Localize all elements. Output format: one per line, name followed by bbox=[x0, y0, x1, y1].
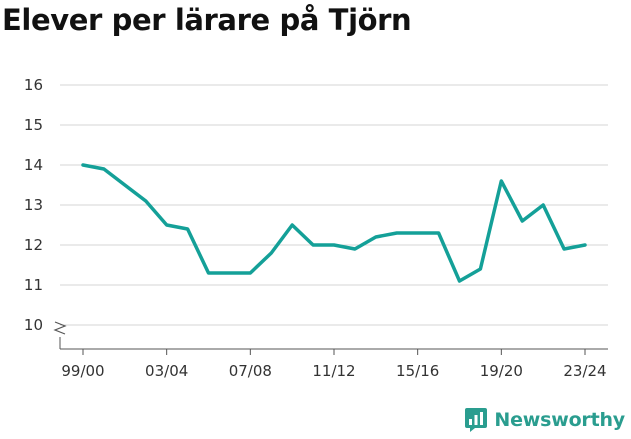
series-line-0 bbox=[81, 163, 587, 283]
y-tick-label: 10 bbox=[24, 316, 43, 334]
x-tick-label: 99/00 bbox=[61, 362, 104, 380]
axis-break-icon bbox=[53, 321, 67, 335]
x-tick-label: 11/12 bbox=[312, 362, 355, 380]
y-tick-label: 15 bbox=[24, 116, 43, 134]
x-tick-label: 07/08 bbox=[229, 362, 272, 380]
y-tick-label: 11 bbox=[24, 276, 43, 294]
y-tick-label: 13 bbox=[24, 196, 43, 214]
x-tick-label: 03/04 bbox=[145, 362, 188, 380]
newsworthy-logo: Newsworthy bbox=[464, 407, 625, 433]
y-tick-label: 12 bbox=[24, 236, 43, 254]
chart-title: Elever per lärare på Tjörn bbox=[2, 3, 412, 37]
y-tick-label: 16 bbox=[24, 76, 43, 94]
y-tick-label: 14 bbox=[24, 156, 43, 174]
x-tick-label: 15/16 bbox=[396, 362, 439, 380]
newsworthy-logo-icon bbox=[465, 408, 488, 432]
x-tick-label: 19/20 bbox=[480, 362, 523, 380]
newsworthy-logo-text: Newsworthy bbox=[494, 409, 625, 431]
x-tick-label: 23/24 bbox=[563, 362, 606, 380]
